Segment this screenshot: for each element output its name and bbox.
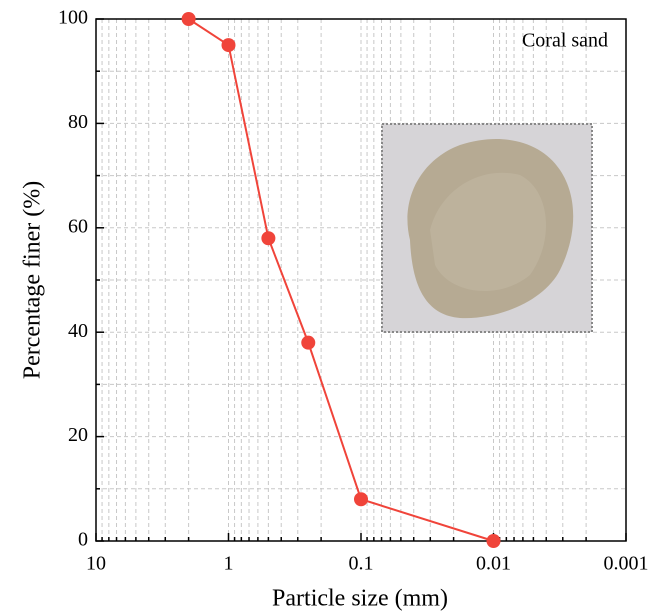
data-point bbox=[181, 12, 196, 26]
y-tick-label: 0 bbox=[78, 529, 88, 551]
y-tick-label: 100 bbox=[58, 7, 88, 29]
data-point bbox=[221, 38, 236, 53]
x-tick-label: 10 bbox=[86, 553, 106, 575]
y-tick-label: 40 bbox=[68, 320, 88, 342]
data-point bbox=[261, 231, 276, 246]
x-tick-label: 0.1 bbox=[349, 553, 374, 575]
x-axis-title: Particle size (mm) bbox=[272, 586, 448, 612]
annotation: Coral sand bbox=[522, 30, 608, 52]
plot-frame bbox=[95, 18, 627, 542]
y-tick-label: 60 bbox=[68, 215, 88, 237]
y-tick-label: 80 bbox=[68, 111, 88, 133]
x-tick-label: 0.01 bbox=[476, 553, 511, 575]
x-tick-label: 1 bbox=[224, 553, 234, 575]
series-line bbox=[188, 18, 494, 542]
y-tick-label: 20 bbox=[68, 424, 88, 446]
data-point bbox=[301, 335, 316, 350]
photo-inset bbox=[381, 123, 593, 333]
data-point bbox=[354, 492, 368, 507]
y-axis-title: Percentage finer (%) bbox=[20, 181, 46, 380]
data-point bbox=[486, 534, 501, 548]
x-tick-label: 0.001 bbox=[604, 553, 649, 575]
